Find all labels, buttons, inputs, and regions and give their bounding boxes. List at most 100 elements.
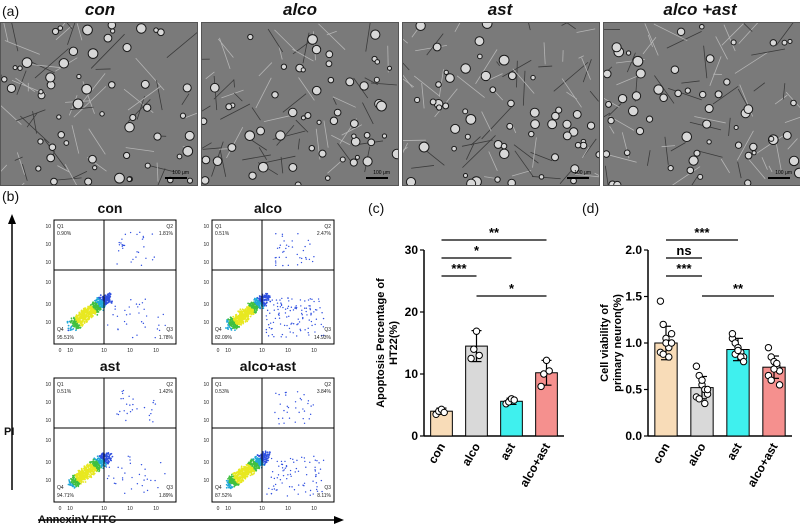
flow-event <box>254 469 257 471</box>
flow-x-tick: 10 <box>127 348 133 354</box>
flow-event <box>243 465 245 468</box>
flow-event <box>249 310 252 313</box>
flow-event <box>269 312 271 314</box>
cell-body <box>124 122 135 133</box>
flow-event <box>85 474 87 477</box>
cell-body <box>460 63 471 74</box>
flow-event <box>80 309 83 312</box>
neurite <box>720 158 730 174</box>
flow-event <box>76 478 79 480</box>
flow-event <box>92 466 95 469</box>
flow-event <box>98 307 101 310</box>
flow-event <box>311 260 314 263</box>
panel-label-c: (c) <box>368 200 385 216</box>
flow-event <box>293 489 296 491</box>
cell-body <box>436 104 443 111</box>
flow-event <box>107 453 110 455</box>
cell-body <box>670 65 680 74</box>
flow-y-tick: 10 <box>203 280 209 286</box>
neurite <box>470 136 481 146</box>
flow-event <box>67 324 70 327</box>
flow-event <box>309 461 311 464</box>
neurite <box>26 112 38 128</box>
flow-event <box>90 460 93 463</box>
cell-body <box>349 119 359 128</box>
cell-body <box>653 84 664 95</box>
flow-x-tick: 10 <box>225 348 231 354</box>
flow-event <box>88 468 90 471</box>
flow-event <box>94 310 97 313</box>
flow-event <box>146 478 149 480</box>
flow-event <box>290 306 293 308</box>
neurite <box>14 156 23 161</box>
cell-body <box>465 113 477 125</box>
flow-event <box>79 327 81 329</box>
flow-event <box>127 455 129 457</box>
flow-event <box>254 461 257 464</box>
flow-event <box>275 233 277 235</box>
flow-event <box>104 296 106 298</box>
quad-value-q2: 2.47% <box>317 231 332 237</box>
flow-event <box>253 463 256 466</box>
flow-plot-alco: Q1 0.51% Q2 2.47% Q4 82.09% Q3 14.93% 10 10 10 10 10… <box>198 218 338 358</box>
flow-event <box>259 299 262 302</box>
flow-event <box>96 308 99 310</box>
flow-event <box>286 405 289 408</box>
flow-event <box>140 463 143 466</box>
flow-event <box>262 296 265 299</box>
quad-value-q1: 0.51% <box>57 389 72 395</box>
neurite <box>297 138 300 150</box>
flow-event <box>305 256 307 259</box>
data-point <box>667 330 676 338</box>
flow-event <box>129 411 132 413</box>
flow-event <box>320 323 322 326</box>
flow-event <box>312 480 314 482</box>
quad-label-q2: Q2 <box>166 382 173 388</box>
flow-event <box>286 324 288 327</box>
flow-event <box>94 299 97 302</box>
cell-body <box>247 33 254 41</box>
flow-event <box>285 394 287 396</box>
cell-body <box>635 126 645 136</box>
flow-event <box>283 250 285 253</box>
cell-body <box>697 173 704 180</box>
flow-event <box>237 471 240 474</box>
neurite <box>22 163 28 181</box>
quad-label-q2: Q2 <box>166 224 173 230</box>
neurite <box>734 51 769 74</box>
flow-event <box>229 484 232 487</box>
flow-event <box>121 243 123 246</box>
flow-event <box>266 309 269 312</box>
flow-event <box>279 299 281 301</box>
flow-event <box>111 300 113 303</box>
flow-x-tick: 10 <box>67 506 73 512</box>
neurite <box>20 115 50 144</box>
flow-event <box>157 486 159 489</box>
flow-event <box>76 480 79 483</box>
flow-event <box>305 474 308 476</box>
neurite <box>280 156 284 174</box>
cell-body <box>324 175 331 181</box>
flow-event <box>309 307 311 310</box>
cell-body <box>72 98 84 110</box>
flow-event <box>150 412 152 415</box>
flow-event <box>283 324 286 327</box>
flow-event <box>257 460 260 463</box>
flow-x-tick: 10 <box>67 348 73 354</box>
flow-event <box>300 305 302 307</box>
flow-title-con: con <box>97 200 123 216</box>
flow-event <box>238 319 241 322</box>
flow-event <box>308 418 310 420</box>
flow-event <box>247 464 250 467</box>
cell-body <box>227 143 237 152</box>
cell-body <box>123 151 131 160</box>
flow-event <box>124 472 126 474</box>
flow-y-tick: 10 <box>203 438 209 444</box>
flow-event <box>253 297 256 300</box>
flow-x-tick: 10 <box>259 506 265 512</box>
quad-label-q3: Q3 <box>166 327 173 333</box>
flow-event <box>88 310 91 313</box>
flow-event <box>286 495 289 497</box>
flow-event <box>93 311 96 313</box>
flow-event <box>274 257 276 259</box>
